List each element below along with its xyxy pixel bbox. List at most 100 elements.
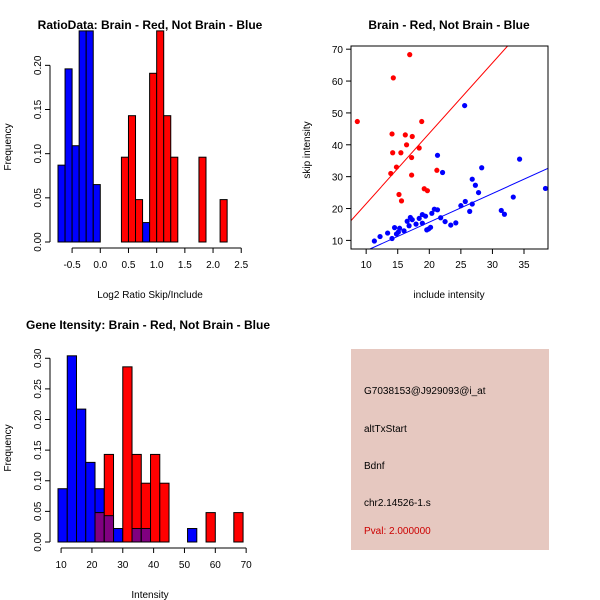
ratio-bar-not-brain: [92, 184, 101, 243]
ratio-bar-brain: [149, 72, 158, 243]
scatter-point-brain: [393, 164, 400, 170]
ratio-bar-brain: [170, 156, 179, 243]
scatter-point-not-brain: [542, 185, 549, 192]
scatter-point-brain: [390, 150, 396, 156]
ratio-x-tick-label: 0.0: [93, 260, 107, 271]
ratio-bar-brain: [120, 156, 129, 243]
scatter-x-tick-label: 10: [361, 260, 373, 271]
scatter-y-tick-label: 10: [332, 236, 344, 247]
ratio-y-tick-label: 0.00: [33, 232, 44, 252]
scatter-point-not-brain: [479, 165, 485, 171]
scatter-point-not-brain: [413, 221, 419, 227]
event-type: altTxStart: [364, 424, 407, 435]
scatter-point-brain: [388, 170, 394, 177]
gene-name: Bdnf: [364, 461, 385, 472]
scatter-y-tick-label: 30: [332, 173, 344, 184]
intensity-bar-overlap: [94, 512, 105, 543]
intensity-bar-not-brain: [57, 488, 68, 543]
intensity-x-tick-label: 10: [56, 560, 68, 571]
intensity-bar-brain: [150, 453, 161, 543]
scatter-ylabel: skip intensity: [302, 121, 313, 178]
intensity-x-tick-label: 50: [179, 560, 191, 571]
intensity-bar-overlap: [103, 515, 115, 543]
scatter-point-not-brain: [389, 235, 395, 242]
scatter-point-brain: [409, 154, 415, 161]
scatter-point-not-brain: [462, 102, 468, 109]
intensity-y-tick-label: 0.15: [33, 440, 44, 460]
intensity-ylabel: Frequency: [3, 424, 14, 471]
scatter-point-not-brain: [469, 176, 475, 182]
scatter-point-not-brain: [424, 227, 430, 233]
scatter-point-not-brain: [453, 220, 459, 226]
scatter-point-not-brain: [419, 220, 425, 226]
intensity-bar-not-brain: [76, 408, 87, 543]
probe-info-panel: G7038153@J929093@i_at altTxStart Bdnf ch…: [351, 349, 549, 550]
scatter-point-not-brain: [385, 230, 391, 236]
ratio-x-tick-label: 1.5: [178, 260, 192, 271]
scatter-point-brain: [424, 188, 431, 194]
scatter-point-not-brain: [406, 223, 412, 229]
scatter-points: [351, 46, 549, 249]
scatter-y-tick-label: 60: [332, 77, 344, 88]
scatter-point-not-brain: [458, 203, 464, 209]
p-value: Pval: 2.000000: [364, 526, 431, 537]
scatter-point-brain: [403, 142, 410, 148]
scatter-y-tick-label: 20: [332, 205, 344, 216]
intensity-y-tick-label: 0.25: [33, 379, 44, 399]
scatter-point-not-brain: [404, 218, 410, 224]
ratio-bar-brain: [198, 156, 207, 243]
ratio-x-tick-label: 2.0: [206, 260, 220, 271]
ratio-xlabel: Log2 Ratio Skip/Include: [97, 290, 203, 301]
scatter-point-brain: [416, 145, 422, 151]
ratio-x-tick-label: 1.0: [150, 260, 164, 271]
scatter-point-brain: [398, 150, 404, 156]
intensity-bar-not-brain: [85, 461, 96, 543]
scatter-x-tick-label: 35: [518, 260, 530, 271]
scatter-x-tick-label: 30: [487, 260, 499, 271]
scatter-title: Brain - Red, Not Brain - Blue: [368, 18, 530, 32]
intensity-x-tick-label: 60: [210, 560, 222, 571]
scatter-xlabel: include intensity: [413, 290, 484, 301]
scatter-point-brain: [354, 118, 360, 125]
scatter-point-not-brain: [501, 211, 508, 217]
ratio-x-tick-label: 2.5: [234, 260, 248, 271]
ratio-bar-brain: [219, 199, 228, 243]
intensity-y-tick-label: 0.20: [33, 409, 44, 429]
intensity-bar-brain: [122, 366, 133, 543]
scatter-point-not-brain: [391, 225, 398, 231]
intensity-xlabel: Intensity: [131, 590, 168, 600]
ratio-y-tick-label: 0.20: [33, 55, 44, 75]
ratio-y-tick-label: 0.05: [33, 188, 44, 208]
ratio-bar-not-brain: [142, 222, 151, 243]
scatter-point-not-brain: [498, 207, 504, 214]
scatter-x-tick-label: 25: [455, 260, 467, 271]
intensity-axes: 10 20 30 40 50 60 70 0.00 0.05 0.10 0.15 0.20 0.25 0.…: [33, 348, 252, 571]
ratio-axes: -0.5 0.0 0.5 1.0 1.5 2.0 2.5 0.00 0.05 0.10 0.15 0.…: [33, 55, 249, 271]
scatter-point-not-brain: [448, 222, 454, 228]
intensity-histogram: Gene Itensity: Brain - Red, Not Brain - …: [3, 318, 270, 600]
scatter-y-tick-label: 40: [332, 141, 344, 152]
scatter-point-not-brain: [439, 169, 446, 176]
ratio-bar-not-brain: [71, 145, 80, 243]
ratio-histogram: RatioData: Brain - Red, Not Brain - Blue…: [3, 18, 263, 301]
scatter-point-not-brain: [371, 238, 377, 244]
scatter-point-not-brain: [462, 198, 468, 205]
scatter-fit-line-not-brain: [369, 167, 548, 249]
scatter-point-brain: [434, 167, 440, 173]
ratio-bar-not-brain: [64, 68, 73, 243]
ratio-y-tick-label: 0.15: [33, 99, 44, 119]
intensity-bar-overlap: [131, 528, 142, 543]
intensity-bar-brain: [233, 512, 244, 543]
intensity-x-tick-label: 40: [148, 560, 160, 571]
ratio-bar-brain: [135, 199, 144, 243]
intensity-bars-brain: [94, 366, 244, 543]
intensity-y-tick-label: 0.30: [33, 348, 44, 368]
scatter-point-brain: [402, 132, 408, 138]
ratio-bar-brain: [156, 30, 165, 243]
scatter-point-brain: [398, 198, 405, 204]
ratio-title: RatioData: Brain - Red, Not Brain - Blue: [38, 18, 263, 32]
scatter-point-not-brain: [467, 208, 473, 214]
scatter-point-brain: [419, 118, 425, 125]
intensity-bar-brain: [205, 512, 216, 543]
